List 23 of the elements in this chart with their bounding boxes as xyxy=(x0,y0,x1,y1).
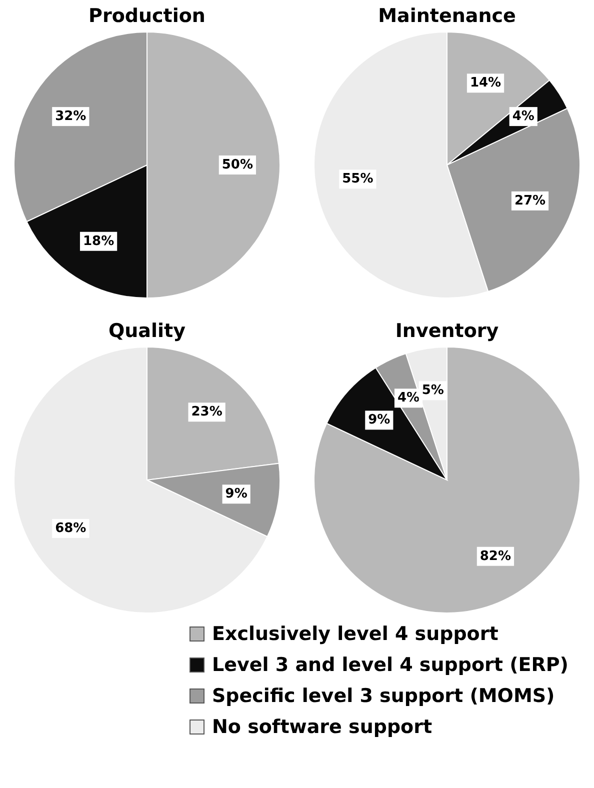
data-label: 14% xyxy=(470,76,502,91)
legend-label: No software support xyxy=(212,716,432,738)
chart-title: Maintenance xyxy=(378,5,516,27)
data-label: 9% xyxy=(225,486,248,502)
chart-title: Quality xyxy=(108,320,186,342)
data-label: 9% xyxy=(368,412,390,428)
data-label: 18% xyxy=(82,234,114,249)
data-label: 50% xyxy=(222,158,254,172)
data-label: 4% xyxy=(397,390,420,406)
chart-title: Production xyxy=(88,5,206,27)
data-label: 5% xyxy=(422,383,444,398)
data-label: 4% xyxy=(512,109,534,124)
data-label: 32% xyxy=(55,109,86,124)
pie-slice xyxy=(314,346,580,614)
data-label: 23% xyxy=(191,404,222,420)
data-label: 82% xyxy=(480,548,512,564)
data-label: 55% xyxy=(342,172,374,187)
data-label: 68% xyxy=(55,520,86,536)
chart-title: Inventory xyxy=(395,320,500,342)
data-label: 27% xyxy=(514,193,546,208)
legend-label: Exclusively level 4 support xyxy=(212,623,498,645)
legend-label: Level 3 and level 4 support (ERP) xyxy=(212,654,568,676)
legend-label: Specific level 3 support (MOMS) xyxy=(212,685,555,707)
